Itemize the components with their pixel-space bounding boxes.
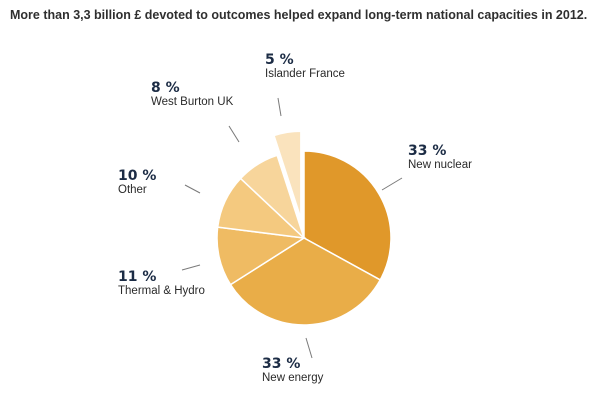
leader-line-new-energy <box>305 337 313 359</box>
slice-percent-thermal-and-hydro: 11 % <box>118 269 156 285</box>
pie-slices <box>216 130 392 326</box>
slice-percent-west-burton-uk: 8 % <box>151 80 180 96</box>
leader-line-new-nuclear <box>381 177 403 191</box>
leader-lines <box>181 97 403 359</box>
slice-label-other: Other <box>118 184 147 196</box>
leader-line-thermal-and-hydro <box>181 264 201 271</box>
pie-slice-west-burton-uk <box>239 154 305 239</box>
slice-label-new-energy: New energy <box>262 372 324 384</box>
slice-percent-other: 10 % <box>118 168 156 184</box>
slice-label-islander-france: Islander France <box>265 68 345 80</box>
pie-slice-new-energy <box>229 237 382 326</box>
slice-percent-new-nuclear: 33 % <box>408 143 446 159</box>
leader-line-other <box>184 184 201 194</box>
leader-line-islander-france <box>277 97 282 117</box>
slice-percent-islander-france: 5 % <box>265 52 294 68</box>
slice-label-new-nuclear: New nuclear <box>408 159 472 171</box>
chart-title: More than 3,3 billion £ devoted to outco… <box>10 8 588 22</box>
pie-slice-islander-france <box>273 130 302 219</box>
slice-label-thermal-and-hydro: Thermal & Hydro <box>118 285 205 297</box>
pie-slice-new-nuclear <box>303 150 392 281</box>
slice-percent-new-energy: 33 % <box>262 356 300 372</box>
slice-label-west-burton-uk: West Burton UK <box>151 96 234 108</box>
leader-line-west-burton-uk <box>228 125 240 143</box>
